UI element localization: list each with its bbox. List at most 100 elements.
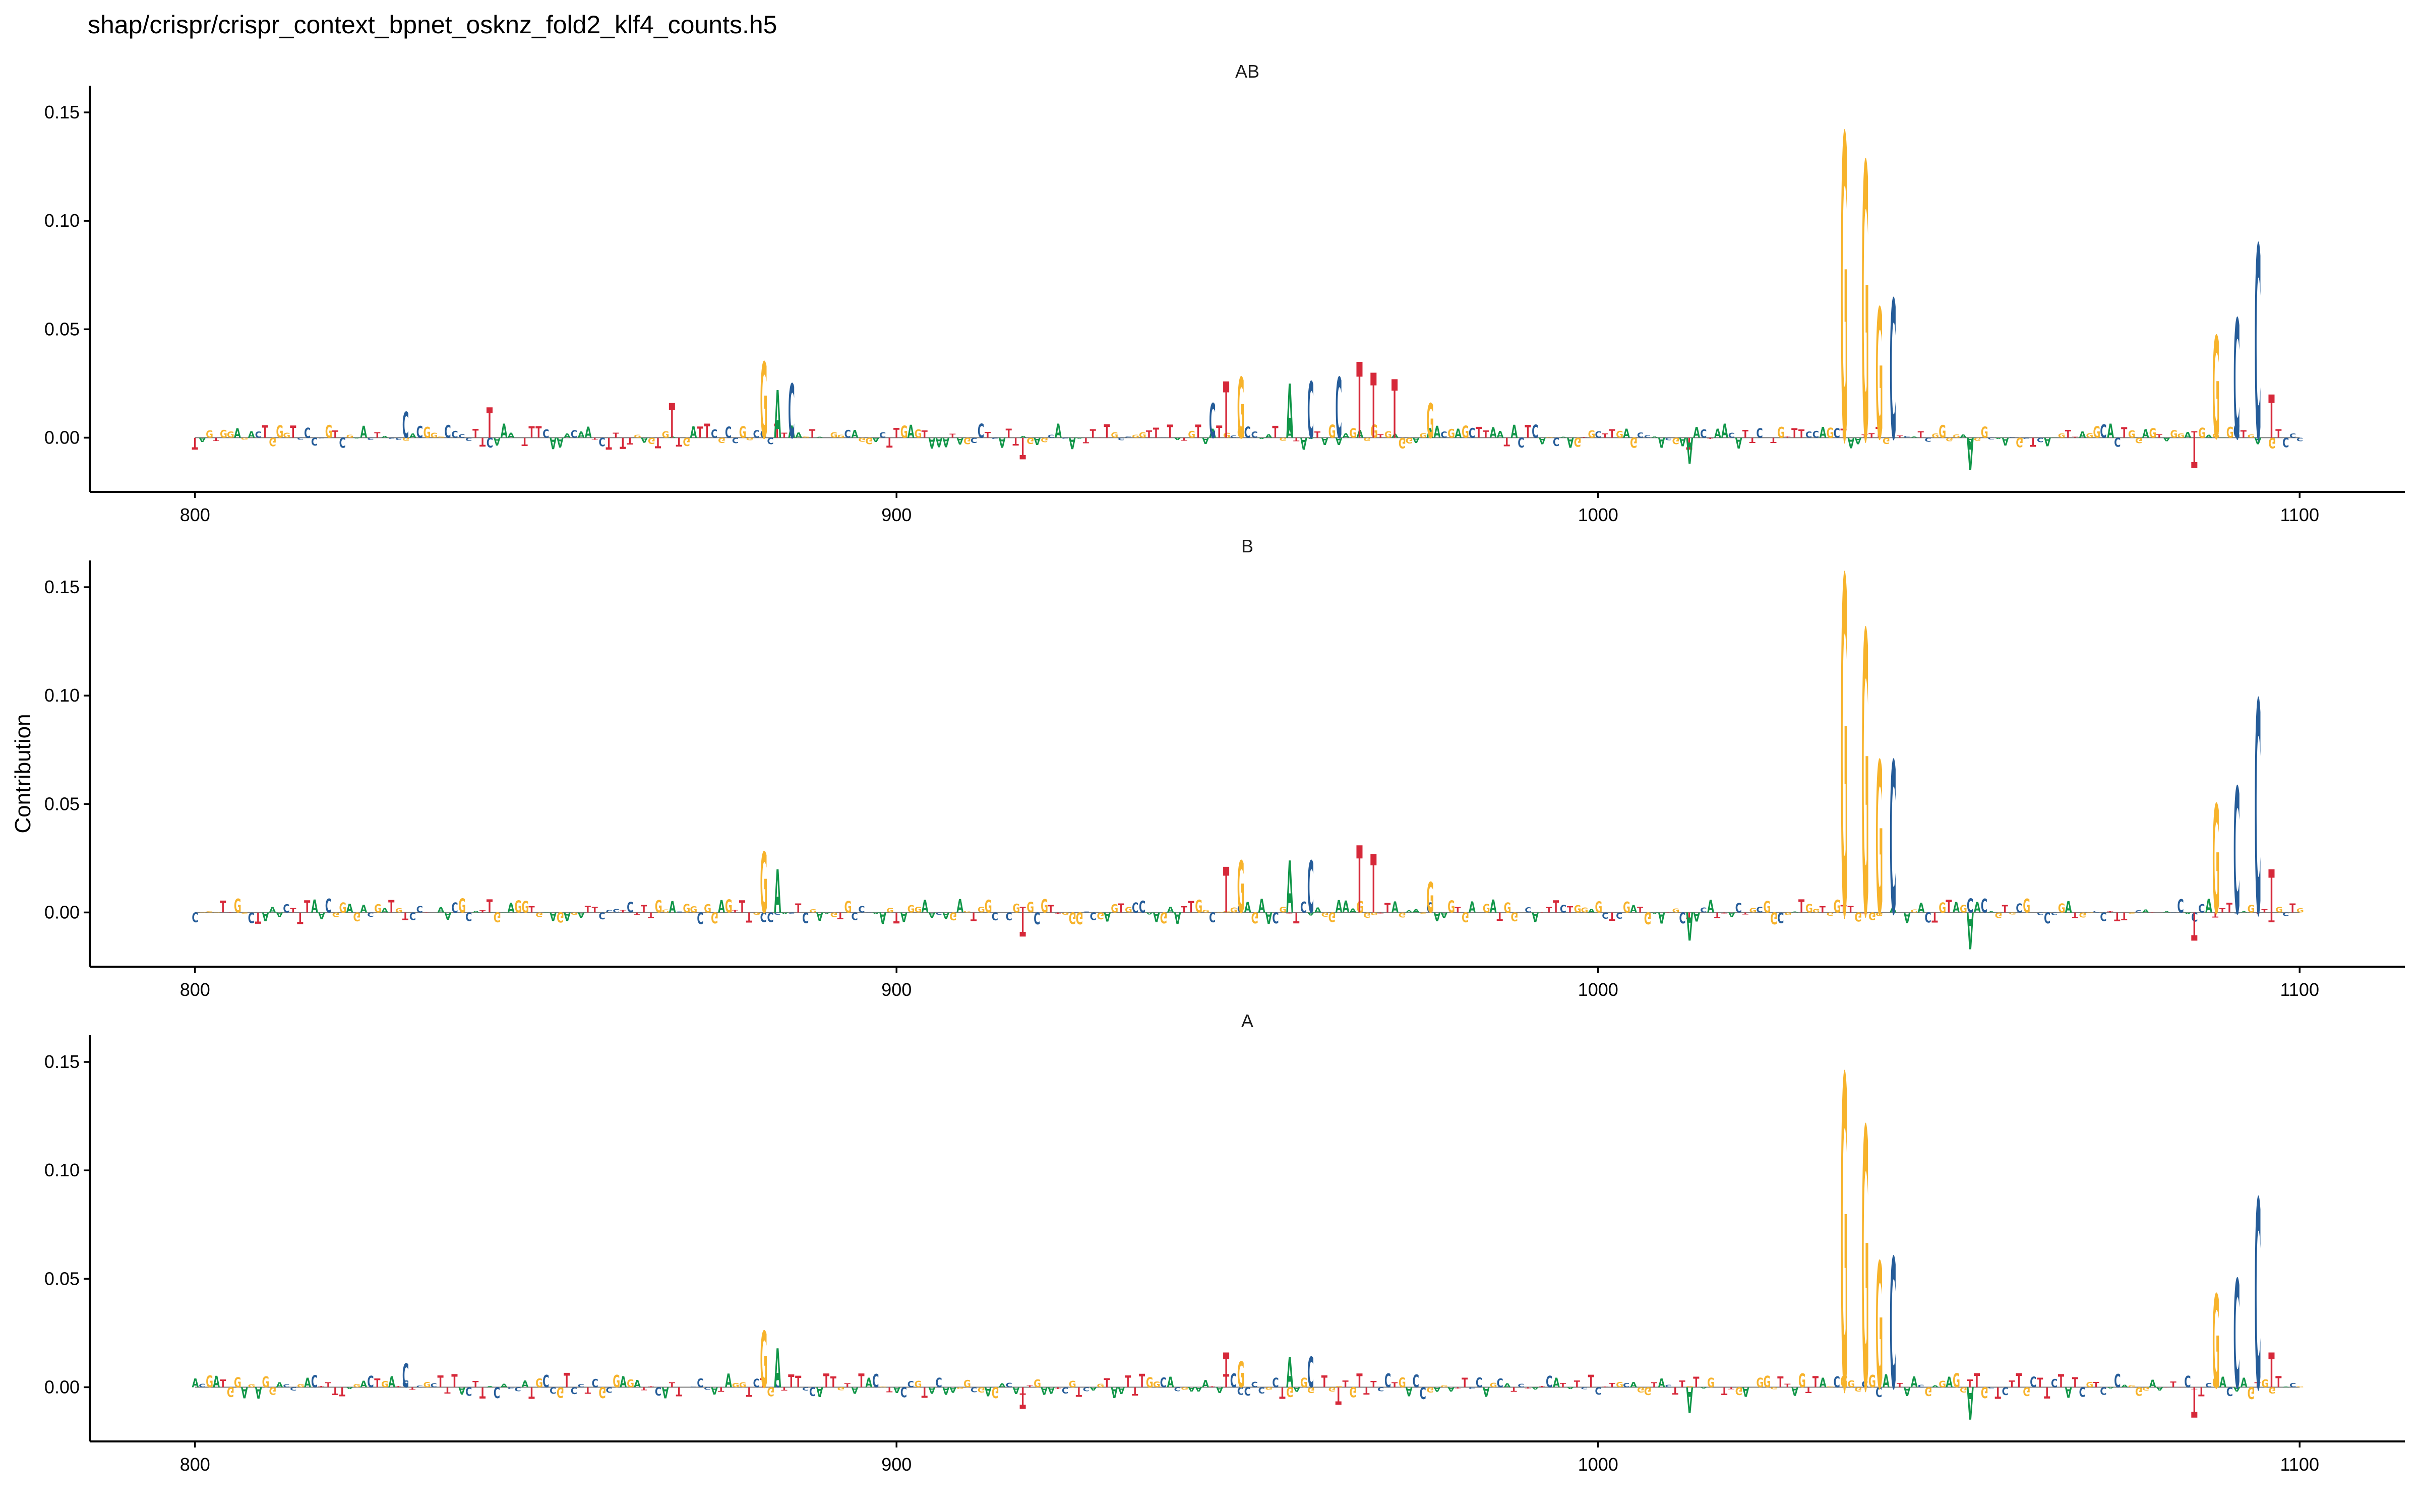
- background-glyph: A: [1209, 427, 1216, 442]
- background-glyph: C: [1006, 1381, 1012, 1389]
- background-glyph: T: [1511, 1385, 1518, 1393]
- background-glyph: A: [1048, 1384, 1055, 1395]
- background-glyph: G: [297, 1383, 305, 1389]
- background-glyph: T: [332, 1384, 339, 1397]
- background-glyph: G: [1041, 896, 1048, 917]
- background-glyph: C: [704, 1386, 710, 1391]
- background-glyph: T: [613, 431, 619, 439]
- background-glyph: G: [915, 1380, 922, 1390]
- background-glyph: A: [578, 911, 585, 919]
- background-glyph: G: [2093, 423, 2100, 442]
- background-glyph: C: [2205, 1382, 2212, 1389]
- logo-glyph: G: [1861, 1056, 1869, 1471]
- facet-label: B: [1241, 536, 1253, 556]
- background-glyph: G: [1111, 431, 1118, 439]
- background-glyph: C: [1904, 435, 1910, 438]
- background-glyph: C: [1595, 430, 1601, 440]
- background-glyph: T: [479, 435, 486, 449]
- background-glyph: G: [908, 904, 915, 915]
- background-glyph: A: [1069, 433, 1076, 452]
- background-glyph: G: [1974, 436, 1981, 441]
- background-glyph: A: [487, 1386, 494, 1388]
- background-glyph: T: [1841, 427, 1847, 442]
- background-glyph: C: [599, 435, 606, 449]
- background-glyph: T: [837, 910, 844, 920]
- background-glyph: C: [388, 437, 395, 439]
- x-tick-label: 1100: [2280, 979, 2319, 1000]
- background-glyph: C: [613, 908, 619, 914]
- background-glyph: G: [1868, 1372, 1876, 1392]
- background-glyph: G: [662, 909, 670, 914]
- background-glyph: A: [1286, 423, 1293, 441]
- background-glyph: C: [1665, 1384, 1672, 1389]
- background-glyph: T: [1714, 911, 1721, 920]
- background-glyph: G: [2248, 903, 2255, 915]
- logo-glyph: A: [774, 1337, 781, 1400]
- background-glyph: A: [2079, 430, 2087, 440]
- logo-glyph: T: [2191, 1377, 2197, 1425]
- background-glyph: A: [2051, 437, 2058, 438]
- background-glyph: G: [1349, 1383, 1357, 1399]
- logo-glyph: C: [402, 405, 409, 447]
- background-glyph: A: [2107, 1387, 2114, 1389]
- background-glyph: T: [592, 437, 598, 440]
- background-glyph: T: [2016, 1370, 2022, 1392]
- background-glyph: C: [395, 437, 402, 440]
- background-glyph: A: [1034, 435, 1041, 446]
- x-tick-label: 1000: [1578, 1454, 1618, 1475]
- logo-glyph: G: [1861, 88, 1869, 527]
- background-glyph: G: [2268, 1385, 2276, 1395]
- background-glyph: A: [1321, 435, 1328, 446]
- background-glyph: T: [1356, 1370, 1362, 1392]
- background-glyph: C: [627, 899, 633, 916]
- logo-glyph: C: [402, 1358, 409, 1396]
- background-glyph: C: [872, 1370, 879, 1392]
- background-glyph: A: [935, 434, 942, 449]
- background-glyph: A: [872, 912, 879, 914]
- background-glyph: G: [220, 428, 227, 440]
- background-glyph: G: [339, 901, 347, 916]
- background-glyph: T: [1392, 1381, 1398, 1389]
- background-glyph: C: [1637, 431, 1644, 439]
- background-glyph: G: [325, 422, 333, 442]
- background-glyph: G: [1854, 1385, 1862, 1393]
- background-glyph: C: [1861, 1380, 1868, 1390]
- background-glyph: T: [669, 1381, 676, 1389]
- background-glyph: G: [206, 1373, 213, 1392]
- logo-glyph: T: [1019, 430, 1025, 465]
- background-glyph: C: [2289, 432, 2296, 439]
- background-glyph: A: [501, 420, 508, 443]
- x-tick-label: 900: [881, 1454, 912, 1475]
- background-glyph: C: [2100, 420, 2106, 442]
- background-glyph: A: [2142, 427, 2149, 440]
- background-glyph: G: [1595, 898, 1602, 916]
- background-glyph: G: [732, 1381, 740, 1389]
- background-glyph: G: [2128, 429, 2136, 440]
- background-glyph: G: [1041, 436, 1048, 444]
- background-glyph: T: [2072, 911, 2079, 919]
- background-glyph: T: [1097, 437, 1104, 438]
- y-tick-label: 0.10: [44, 210, 80, 231]
- facet-label: AB: [1235, 61, 1259, 82]
- y-tick-label: 0.15: [44, 577, 80, 597]
- background-glyph: A: [1244, 899, 1251, 916]
- background-glyph: A: [2184, 430, 2192, 440]
- background-glyph: C: [1532, 421, 1538, 443]
- background-glyph: C: [753, 428, 760, 440]
- background-glyph: T: [339, 1384, 345, 1399]
- background-glyph: T: [1728, 1387, 1734, 1390]
- background-glyph: C: [2093, 911, 2099, 913]
- background-glyph: G: [213, 912, 220, 913]
- background-glyph: T: [318, 1386, 325, 1388]
- background-glyph: A: [1820, 1375, 1827, 1391]
- background-glyph: C: [515, 1386, 521, 1392]
- background-glyph: G: [1237, 424, 1245, 442]
- logo-glyph: G: [1841, 485, 1848, 1021]
- background-glyph: A: [956, 895, 963, 917]
- background-glyph: A: [360, 1379, 367, 1390]
- logo-glyph: T: [1356, 341, 1362, 463]
- background-glyph: T: [290, 907, 296, 914]
- background-glyph: C: [451, 901, 458, 916]
- background-glyph: G: [739, 423, 747, 441]
